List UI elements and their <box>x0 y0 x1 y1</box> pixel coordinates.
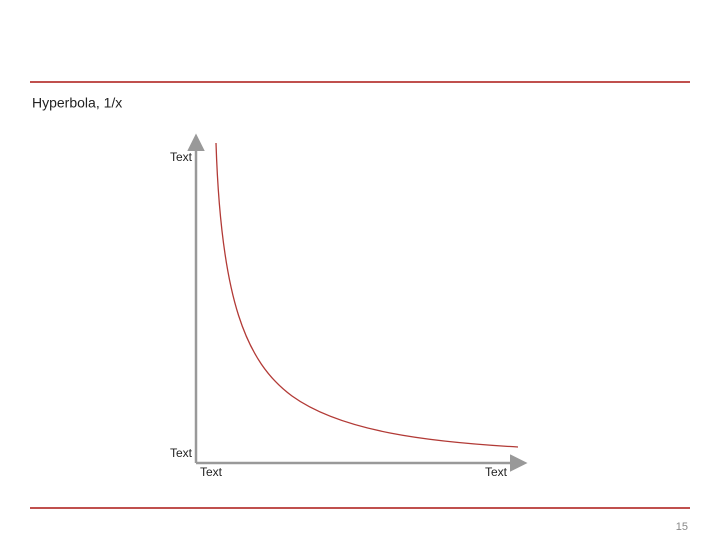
x-axis-right-label: Text <box>485 465 508 479</box>
slide-title: Hyperbola, 1/x <box>32 95 122 111</box>
y-axis-top-label: Text <box>170 150 193 164</box>
page-number: 15 <box>676 521 688 533</box>
hyperbola-curve <box>215 142 519 448</box>
y-axis-bottom-label: Text <box>170 446 193 460</box>
x-axis-left-label: Text <box>200 465 223 479</box>
